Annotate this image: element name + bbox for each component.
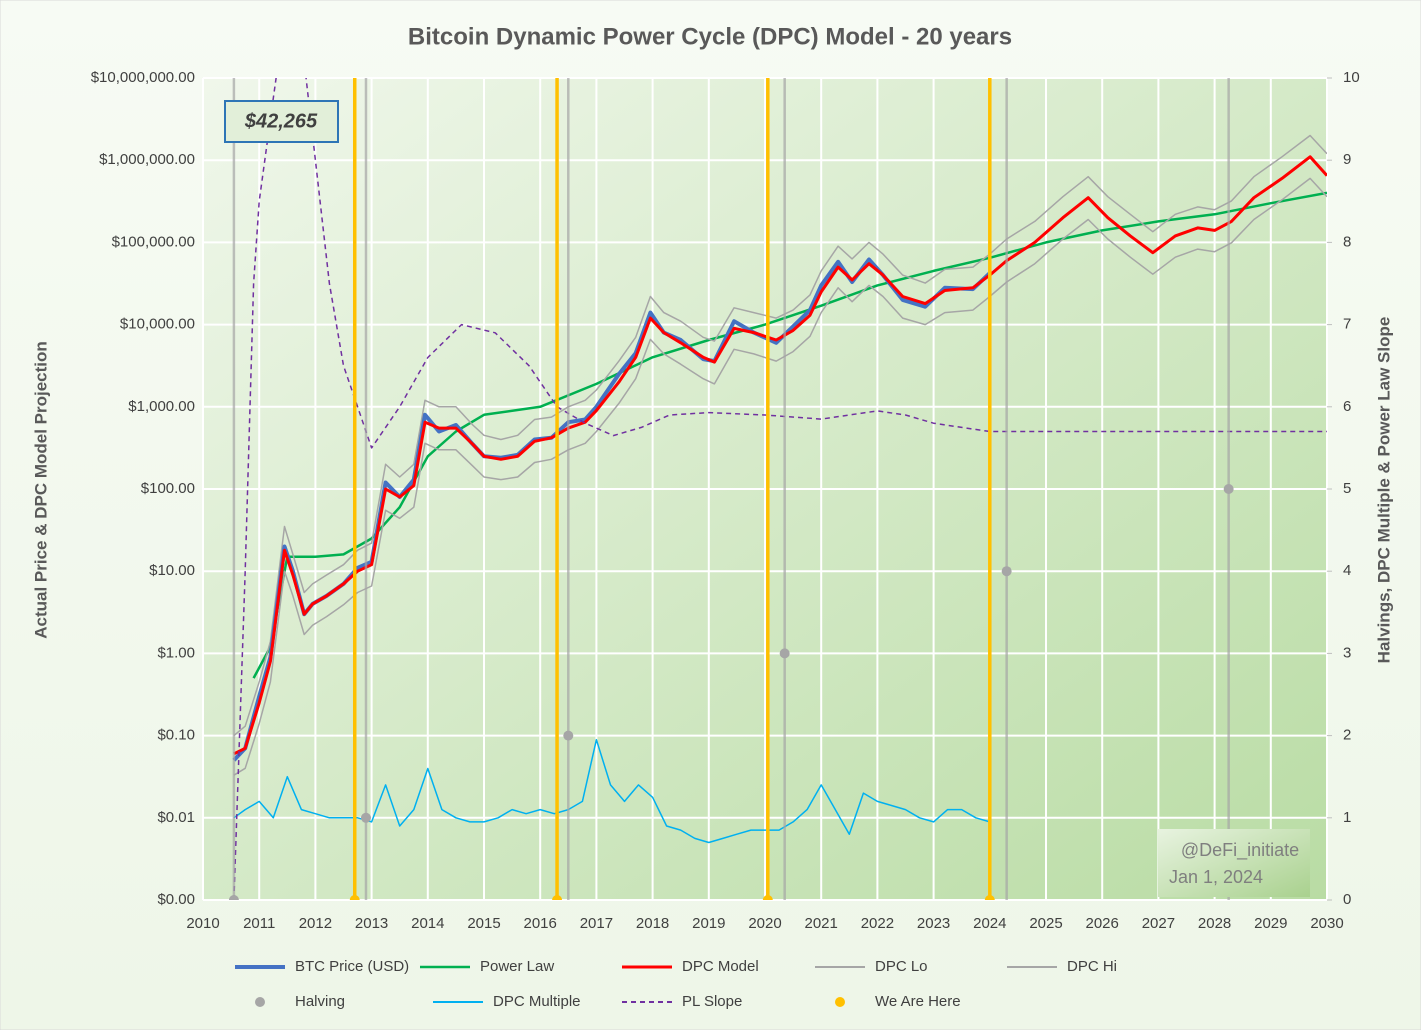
x-tick-label: 2021 — [805, 915, 838, 932]
x-tick-label: 2016 — [524, 915, 557, 932]
legend-label: DPC Lo — [875, 958, 928, 975]
x-tick-label: 2017 — [580, 915, 613, 932]
watermark-box — [1158, 829, 1310, 897]
point — [984, 895, 995, 900]
series-line — [233, 78, 1327, 900]
point — [360, 812, 371, 823]
y-tick-label: $10,000,000.00 — [91, 69, 195, 86]
point — [779, 648, 790, 659]
point — [563, 730, 574, 741]
y2-tick-label: 7 — [1343, 316, 1351, 333]
y2-tick-label: 5 — [1343, 480, 1351, 497]
legend-label: DPC Multiple — [493, 993, 581, 1010]
price-box — [224, 100, 339, 143]
x-tick-label: 2015 — [467, 915, 500, 932]
y2-tick-label: 1 — [1343, 809, 1351, 826]
x-tick-label: 2022 — [861, 915, 894, 932]
legend-label: We Are Here — [875, 993, 961, 1010]
legend-label: DPC Hi — [1067, 958, 1117, 975]
y2-tick-label: 4 — [1343, 562, 1351, 579]
x-tick-label: 2014 — [411, 915, 444, 932]
legend-label: Halving — [295, 993, 345, 1010]
y-tick-label: $1,000.00 — [128, 398, 195, 415]
y2-axis-label: Halvings, DPC Multiple & Power Law Slope — [1374, 317, 1393, 664]
y2-tick-label: 3 — [1343, 644, 1351, 661]
y2-tick-label: 8 — [1343, 233, 1351, 250]
x-tick-label: 2024 — [973, 915, 1006, 932]
y-tick-label: $10.00 — [149, 562, 195, 579]
x-tick-label: 2011 — [243, 915, 275, 932]
x-tick-label: 2023 — [917, 915, 950, 932]
point — [1223, 484, 1234, 494]
legend-label: BTC Price (USD) — [295, 958, 409, 975]
y2-tick-label: 6 — [1343, 398, 1351, 415]
point — [228, 895, 239, 900]
y-tick-label: $100.00 — [141, 480, 195, 497]
y2-tick-label: 0 — [1343, 891, 1351, 908]
legend-swatch — [835, 997, 845, 1007]
series-line — [233, 134, 1327, 737]
y2-tick-label: 10 — [1343, 69, 1360, 86]
x-tick-label: 2030 — [1310, 915, 1343, 932]
y-tick-label: $0.01 — [157, 809, 195, 826]
date-label: Jan 1, 2024 — [1169, 867, 1263, 887]
y2-tick-label: 9 — [1343, 151, 1351, 168]
y-tick-label: $0.10 — [157, 727, 195, 744]
x-tick-label: 2026 — [1086, 915, 1119, 932]
price-label: $42,265 — [244, 110, 318, 132]
point — [1001, 566, 1012, 577]
legend-label: PL Slope — [682, 993, 742, 1010]
watermark: @DeFi_initiate — [1181, 840, 1299, 861]
x-tick-label: 2025 — [1029, 915, 1062, 932]
x-tick-label: 2013 — [355, 915, 388, 932]
y-tick-label: $0.00 — [157, 891, 195, 908]
x-tick-label: 2027 — [1142, 915, 1175, 932]
legend-label: DPC Model — [682, 958, 759, 975]
point — [552, 895, 563, 900]
y-tick-label: $1,000,000.00 — [99, 151, 195, 168]
series-line — [233, 177, 1327, 776]
y-tick-label: $1.00 — [157, 644, 195, 661]
x-tick-label: 2019 — [692, 915, 725, 932]
series-line — [233, 738, 991, 844]
point — [762, 895, 773, 900]
x-tick-label: 2018 — [636, 915, 669, 932]
x-tick-label: 2010 — [186, 915, 219, 932]
y-tick-label: $100,000.00 — [112, 233, 195, 250]
series-line — [233, 155, 1327, 756]
x-tick-label: 2012 — [299, 915, 332, 932]
y-axis-label: Actual Price & DPC Model Projection — [31, 341, 50, 639]
legend-label: Power Law — [480, 958, 554, 975]
y2-tick-label: 2 — [1343, 727, 1351, 744]
series-line — [252, 191, 1327, 679]
point — [349, 895, 360, 900]
y-tick-label: $10,000.00 — [120, 316, 195, 333]
x-tick-label: 2028 — [1198, 915, 1231, 932]
x-tick-label: 2020 — [748, 915, 781, 932]
x-tick-label: 2029 — [1254, 915, 1287, 932]
chart-title: Bitcoin Dynamic Power Cycle (DPC) Model … — [408, 23, 1012, 50]
legend-swatch — [255, 997, 265, 1007]
